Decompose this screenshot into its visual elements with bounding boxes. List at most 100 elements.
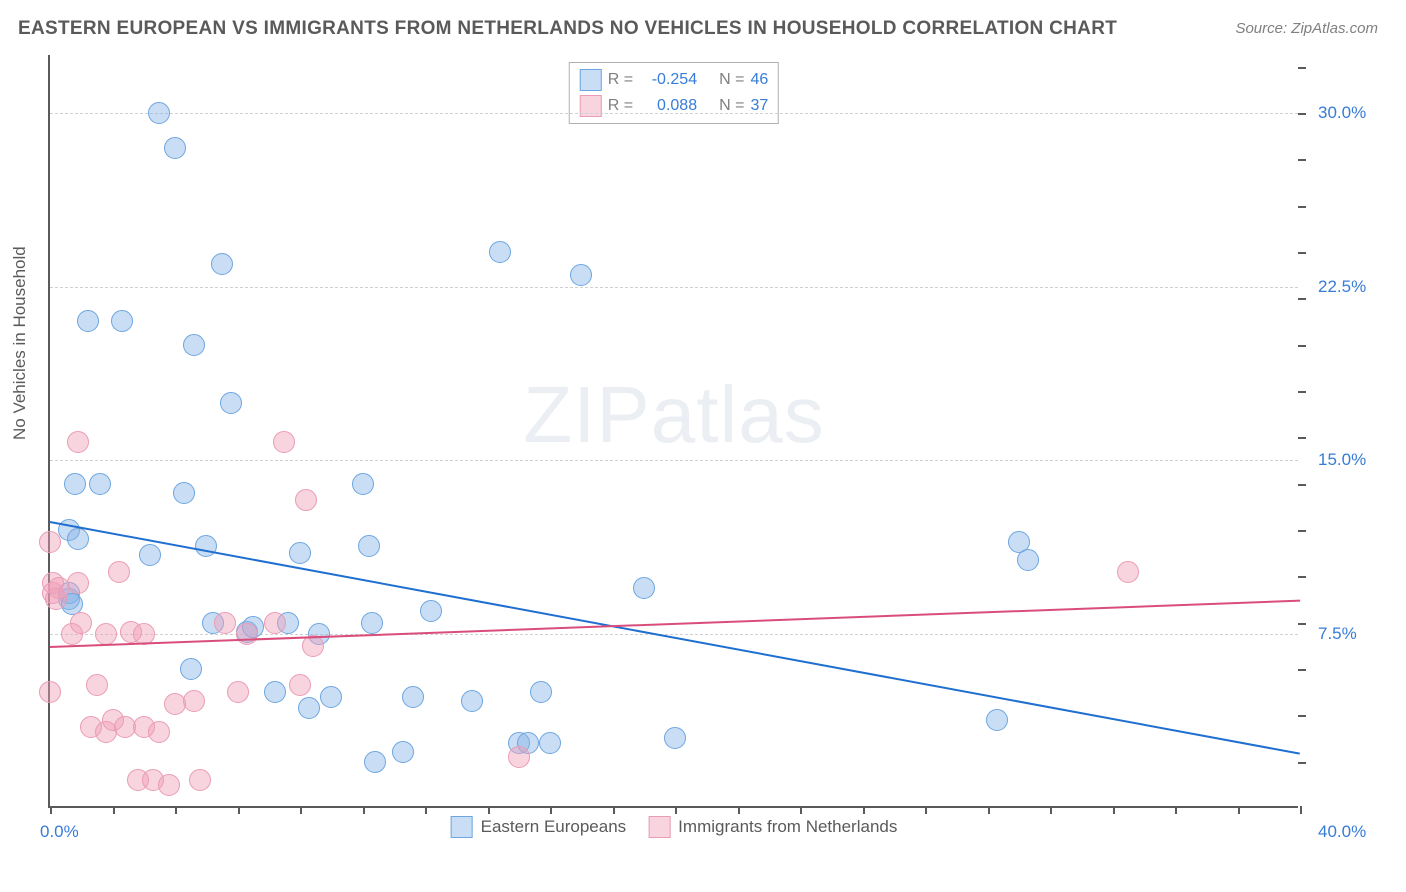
y-tick-mark [1298,437,1306,439]
y-tick-label: 22.5% [1318,277,1366,297]
y-tick-mark [1298,762,1306,764]
watermark-text: ZIPatlas [523,369,824,461]
data-point [77,310,99,332]
data-point [508,746,530,768]
data-point [461,690,483,712]
data-point [108,561,130,583]
y-tick-label: 15.0% [1318,450,1366,470]
x-tick-mark [238,806,240,814]
data-point [211,253,233,275]
data-point [264,612,286,634]
data-point [67,528,89,550]
data-point [180,658,202,680]
data-point [361,612,383,634]
data-point [364,751,386,773]
y-tick-label: 30.0% [1318,103,1366,123]
y-tick-label: 7.5% [1318,624,1357,644]
legend-swatch [648,816,670,838]
data-point [489,241,511,263]
data-point [539,732,561,754]
x-tick-mark [1050,806,1052,814]
legend-series-label: Immigrants from Netherlands [678,817,897,837]
legend-item: Immigrants from Netherlands [648,816,897,838]
data-point [320,686,342,708]
data-point [139,544,161,566]
data-point [664,727,686,749]
data-point [183,690,205,712]
data-point [158,774,180,796]
data-point [64,473,86,495]
data-point [1017,549,1039,571]
data-point [530,681,552,703]
legend-correlation-row: R = -0.254 N = 46 [580,67,768,93]
data-point [86,674,108,696]
gridline [50,113,1298,114]
legend-series: Eastern Europeans Immigrants from Netherl… [451,816,898,838]
y-tick-mark [1298,391,1306,393]
chart-title: EASTERN EUROPEAN VS IMMIGRANTS FROM NETH… [18,18,1117,40]
data-point [1117,561,1139,583]
x-tick-mark [738,806,740,814]
chart-plot-area: ZIPatlas R =-0.254N = 46R =0.088N = 37 E… [48,55,1298,808]
y-axis-label: No Vehicles in Household [10,246,30,440]
x-tick-mark [863,806,865,814]
x-tick-mark [550,806,552,814]
y-tick-mark [1298,530,1306,532]
x-tick-mark [113,806,115,814]
y-tick-mark [1298,484,1306,486]
data-point [289,674,311,696]
data-point [148,721,170,743]
y-tick-mark [1298,576,1306,578]
legend-r-value: -0.254 [639,71,697,89]
x-axis-max-label: 40.0% [1318,822,1366,842]
x-tick-mark [675,806,677,814]
y-tick-mark [1298,623,1306,625]
legend-n-label: N = [719,71,744,89]
data-point [148,102,170,124]
source-credit: Source: ZipAtlas.com [1235,20,1378,37]
data-point [95,623,117,645]
x-tick-mark [1300,806,1302,814]
legend-correlation-box: R = -0.254 N = 46 R =0.088N = 37 [569,62,779,124]
legend-r-label: R = [608,71,633,89]
data-point [633,577,655,599]
data-point [358,535,380,557]
y-tick-mark [1298,159,1306,161]
gridline [50,460,1298,461]
y-tick-mark [1298,206,1306,208]
x-tick-mark [613,806,615,814]
legend-correlation-row: R =0.088N = 37 [580,93,768,119]
legend-swatch [451,816,473,838]
data-point [111,310,133,332]
x-tick-mark [1113,806,1115,814]
data-point [570,264,592,286]
legend-n-value: 46 [750,71,768,89]
x-tick-mark [800,806,802,814]
y-tick-mark [1298,252,1306,254]
y-tick-mark [1298,67,1306,69]
data-point [402,686,424,708]
data-point [298,697,320,719]
data-point [289,542,311,564]
data-point [986,709,1008,731]
y-tick-mark [1298,669,1306,671]
x-tick-mark [300,806,302,814]
legend-swatch [580,69,602,91]
y-tick-mark [1298,345,1306,347]
x-tick-mark [425,806,427,814]
x-tick-mark [363,806,365,814]
data-point [39,681,61,703]
data-point [189,769,211,791]
data-point [264,681,286,703]
y-tick-mark [1298,298,1306,300]
y-tick-mark [1298,715,1306,717]
data-point [392,741,414,763]
x-axis-min-label: 0.0% [40,822,79,842]
y-tick-mark [1298,113,1306,115]
x-tick-mark [488,806,490,814]
x-tick-mark [988,806,990,814]
data-point [295,489,317,511]
legend-item: Eastern Europeans [451,816,627,838]
trend-line [50,599,1300,647]
data-point [236,623,258,645]
